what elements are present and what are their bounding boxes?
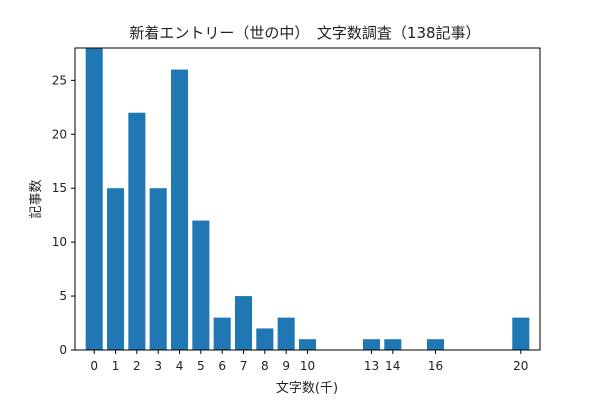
bar-6: [213, 317, 231, 350]
x-tick-label: 9: [282, 359, 290, 373]
x-axis-label: 文字数(千): [276, 381, 338, 396]
x-tick-label: 4: [176, 359, 184, 373]
x-tick-label: 20: [513, 359, 528, 373]
x-tick-label: 13: [364, 359, 379, 373]
x-tick-label: 10: [300, 359, 315, 373]
y-tick-label: 15: [52, 181, 67, 195]
bar-9: [277, 317, 295, 350]
bar-20: [512, 317, 530, 350]
x-tick-label: 8: [261, 359, 269, 373]
y-tick-label: 20: [52, 127, 67, 141]
x-tick-label: 0: [90, 359, 98, 373]
x-tick-label: 3: [154, 359, 162, 373]
y-tick-label: 0: [59, 343, 67, 357]
x-tick-label: 16: [428, 359, 443, 373]
y-tick-label: 5: [59, 289, 67, 303]
y-axis-label: 記事数: [28, 179, 44, 218]
x-axis-ticks: 0 1 2 3 4 5 6 7 8 9 10 13 14 16 20: [90, 350, 528, 373]
bar-1: [106, 188, 125, 350]
bar-14: [384, 339, 402, 350]
bar-13: [362, 339, 381, 350]
bar-7: [234, 296, 253, 350]
bar-2: [128, 112, 146, 350]
y-axis-ticks: 0 5 10 15 20 25: [52, 73, 75, 357]
bar-4: [170, 69, 189, 351]
chart-title: 新着エントリー（世の中） 文字数調査（138記事）: [129, 24, 480, 42]
bar-16: [426, 339, 445, 350]
x-tick-label: 7: [240, 359, 248, 373]
bar-10: [298, 339, 317, 350]
x-tick-label: 14: [385, 359, 400, 373]
y-tick-label: 10: [52, 235, 67, 249]
x-tick-label: 2: [133, 359, 141, 373]
bar-8: [256, 328, 274, 350]
x-tick-label: 6: [218, 359, 226, 373]
x-tick-label: 1: [112, 359, 120, 373]
x-tick-label: 5: [197, 359, 205, 373]
bars-group: [85, 48, 530, 351]
bar-3: [149, 188, 167, 350]
plot-frame: [74, 47, 541, 351]
bar-0: [85, 48, 103, 350]
bar-5: [192, 220, 210, 350]
y-tick-label: 25: [52, 73, 67, 87]
